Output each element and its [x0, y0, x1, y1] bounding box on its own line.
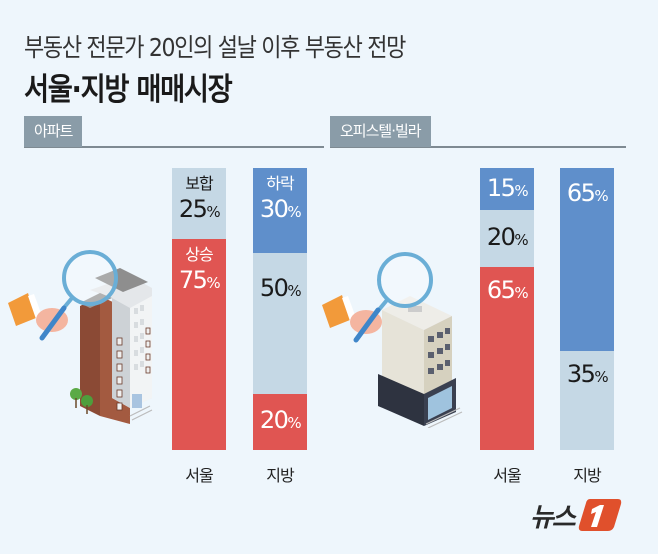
- section-tab-apartment: 아파트: [24, 116, 83, 147]
- section-header-officetel-villa: 오피스텔·빌라: [330, 116, 626, 148]
- bar-apartment-seoul: 보합 25% 상승 75%: [172, 168, 226, 450]
- segment-flat: 보합 25%: [172, 168, 226, 239]
- officetel-building-magnifier-icon: [322, 252, 463, 428]
- segment-flat: 50%: [253, 252, 307, 394]
- chart-title: 서울·지방 매매시장: [24, 72, 233, 108]
- value-number: 65: [566, 179, 596, 207]
- segment-value: 35%: [566, 359, 609, 392]
- section-tab-officetel-villa: 오피스텔·빌라: [330, 116, 431, 147]
- segment-fall: 15%: [480, 168, 534, 211]
- segment-label-rise: 상승: [185, 244, 213, 264]
- segment-value: 50%: [259, 273, 302, 306]
- value-unit: %: [287, 414, 301, 433]
- segment-rise: 20%: [253, 393, 307, 450]
- value-number: 75: [178, 265, 208, 294]
- value-unit: %: [514, 230, 528, 249]
- chart-subtitle: 부동산 전문가 20인의 설날 이후 부동산 전망: [24, 33, 406, 62]
- category-label-apartment-local: 지방: [266, 466, 294, 485]
- segment-rise: 상승 75%: [172, 238, 226, 450]
- logo-text: 뉴스: [530, 502, 576, 533]
- category-label-officetel-seoul: 서울: [493, 466, 521, 485]
- category-label-apartment-seoul: 서울: [185, 466, 213, 485]
- value-number: 20: [259, 406, 289, 435]
- section-header-apartment: 아파트: [24, 116, 324, 148]
- value-number: 15: [486, 173, 516, 202]
- value-number: 30: [259, 195, 289, 223]
- segment-label-fall: 하락: [266, 174, 294, 193]
- value-number: 35: [566, 360, 596, 389]
- bar-officetel-seoul: 15% 20% 65%: [480, 168, 534, 450]
- value-unit: %: [287, 203, 301, 221]
- value-unit: %: [594, 368, 608, 387]
- segment-value: 30%: [259, 194, 302, 227]
- segment-value: 25%: [178, 194, 221, 227]
- value-unit: %: [287, 281, 301, 300]
- news1-logo: 뉴스: [530, 495, 622, 535]
- segment-flat: 20%: [480, 210, 534, 267]
- value-unit: %: [594, 187, 608, 205]
- bar-apartment-local: 하락 30% 50% 20%: [253, 168, 307, 450]
- segment-value: 75%: [178, 265, 221, 298]
- category-label-officetel-local: 지방: [573, 466, 601, 485]
- segment-fall: 하락 30%: [253, 168, 307, 253]
- value-unit: %: [206, 203, 220, 221]
- value-unit: %: [514, 181, 528, 200]
- value-unit: %: [514, 283, 528, 302]
- value-number: 20: [486, 222, 516, 251]
- segment-value: 65%: [486, 275, 529, 308]
- segment-value: 15%: [486, 173, 529, 206]
- value-number: 50: [259, 273, 289, 302]
- news1-logo-mark-icon: [578, 499, 622, 531]
- segment-value: 20%: [486, 222, 529, 255]
- segment-flat: 35%: [560, 351, 614, 450]
- value-number: 65: [486, 275, 516, 304]
- segment-label-flat: 보합: [185, 174, 213, 193]
- value-number: 25: [178, 195, 208, 223]
- segment-value: 65%: [566, 178, 609, 211]
- segment-fall: 65%: [560, 168, 614, 352]
- segment-value: 20%: [259, 405, 302, 438]
- bar-officetel-local: 65% 35%: [560, 168, 614, 450]
- value-unit: %: [206, 273, 220, 292]
- segment-rise: 65%: [480, 266, 534, 450]
- apartment-building-magnifier-icon: [8, 250, 153, 424]
